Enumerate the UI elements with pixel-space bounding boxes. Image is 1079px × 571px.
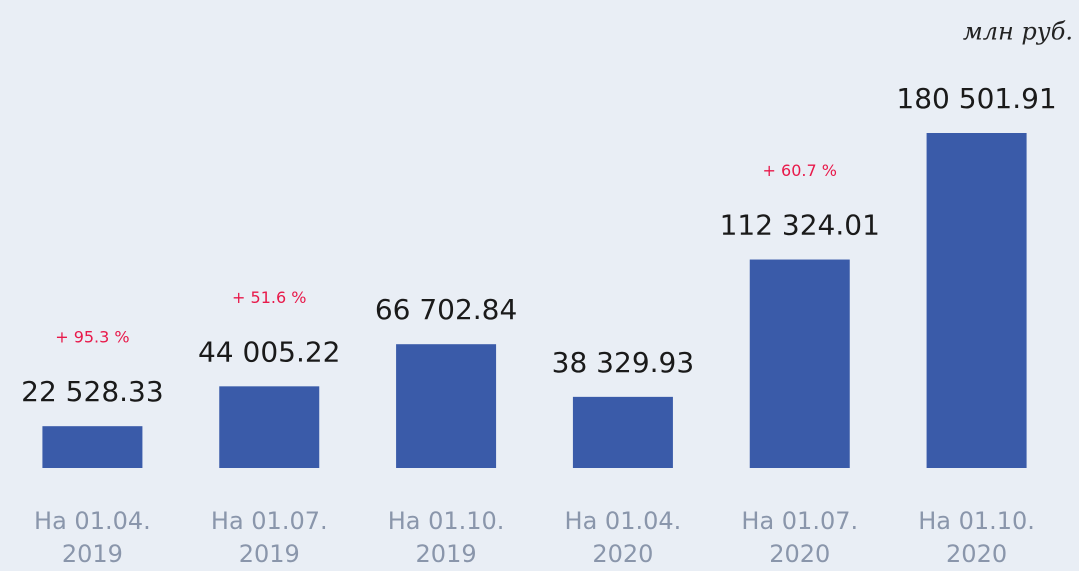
value-label: 112 324.01	[720, 209, 880, 242]
value-label: 66 702.84	[375, 293, 518, 326]
growth-annotation: + 95.3 %	[55, 328, 129, 347]
bar	[42, 426, 143, 468]
value-label: 22 528.33	[21, 375, 164, 408]
unit-label: млн руб.	[963, 18, 1073, 46]
bar	[396, 344, 497, 468]
x-tick-label: 2020	[769, 540, 830, 568]
x-tick-label: 2019	[416, 540, 477, 568]
x-tick-label: 2019	[239, 540, 300, 568]
value-label: 180 501.91	[896, 82, 1056, 115]
growth-annotation: + 51.6 %	[232, 288, 306, 307]
bar	[926, 133, 1027, 468]
growth-annotation: + 60.7 %	[763, 161, 837, 180]
x-tick-label: На 01.10.	[918, 507, 1035, 535]
bar	[749, 259, 850, 468]
x-tick-label: 2020	[946, 540, 1007, 568]
x-tick-label: 2019	[62, 540, 123, 568]
value-label: 38 329.93	[552, 346, 695, 379]
value-label: 44 005.22	[198, 335, 341, 368]
x-tick-label: На 01.07.	[741, 507, 858, 535]
x-tick-label: На 01.10.	[388, 507, 505, 535]
x-tick-label: На 01.07.	[211, 507, 328, 535]
bar	[219, 386, 320, 468]
x-tick-label: На 01.04.	[34, 507, 151, 535]
x-tick-label: На 01.04.	[565, 507, 682, 535]
bar	[572, 396, 673, 468]
x-tick-label: 2020	[592, 540, 653, 568]
